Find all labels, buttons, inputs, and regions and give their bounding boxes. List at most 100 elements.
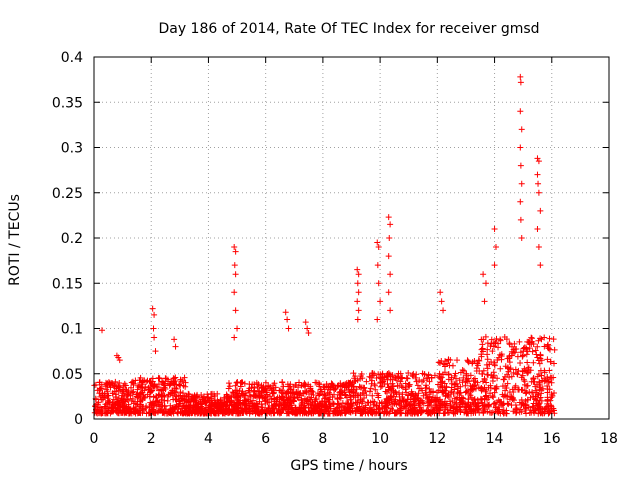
roti-point-background — [319, 399, 326, 406]
roti-point-background — [484, 351, 491, 358]
roti-point — [354, 266, 361, 273]
roti-point-background — [447, 404, 454, 411]
roti-point — [99, 327, 106, 334]
roti-point-background — [382, 388, 389, 395]
roti-point-background — [316, 383, 323, 390]
roti-point-background — [347, 397, 354, 404]
roti-point-background — [115, 410, 122, 417]
roti-point-background — [411, 410, 418, 417]
roti-point-background — [454, 357, 461, 364]
roti-point-background — [453, 400, 460, 407]
roti-point-background — [349, 408, 356, 415]
x-tick-label: 6 — [261, 431, 270, 447]
roti-point-background — [441, 401, 448, 408]
roti-point-background — [535, 337, 542, 344]
roti-point-background — [426, 385, 433, 392]
roti-point-background — [546, 409, 553, 416]
roti-point-background — [248, 384, 255, 391]
roti-point-background — [304, 400, 311, 407]
roti-point — [374, 239, 381, 246]
x-tick-label: 4 — [204, 431, 213, 447]
roti-point-background — [465, 375, 472, 382]
roti-point-background — [519, 353, 526, 360]
roti-point-background — [359, 409, 366, 416]
roti-point-background — [317, 386, 324, 393]
roti-point-background — [436, 359, 443, 366]
roti-point-background — [440, 371, 447, 378]
roti-point-background — [537, 404, 544, 411]
roti-point-background — [373, 374, 380, 381]
roti-point-background — [548, 374, 555, 381]
roti-point-background — [136, 383, 143, 390]
roti-point-background — [324, 396, 331, 403]
roti-point-background — [320, 409, 327, 416]
roti-point — [517, 79, 524, 86]
roti-point-background — [295, 394, 302, 401]
roti-point — [517, 198, 524, 205]
roti-point-background — [306, 391, 313, 398]
roti-point — [517, 108, 524, 115]
roti-point — [385, 253, 392, 260]
roti-point-background — [290, 389, 297, 396]
roti-point-background — [119, 399, 126, 406]
roti-point-background — [419, 387, 426, 394]
roti-point-background — [441, 398, 448, 405]
roti-point-background — [216, 405, 223, 412]
roti-point-background — [287, 400, 294, 407]
roti-point-background — [179, 390, 186, 397]
roti-point-background — [111, 403, 118, 410]
roti-point-background — [485, 371, 492, 378]
roti-point-background — [160, 408, 167, 415]
roti-point-background — [127, 392, 134, 399]
roti-point-background — [509, 343, 516, 350]
roti-point-background — [469, 385, 476, 392]
roti-point-background — [529, 348, 536, 355]
roti-point-background — [385, 370, 392, 377]
roti-point — [518, 180, 525, 187]
roti-point-background — [548, 379, 555, 386]
x-tick-label: 12 — [428, 431, 446, 447]
roti-point-background — [482, 388, 489, 395]
roti-point-background — [129, 389, 136, 396]
roti-point-background — [464, 409, 471, 416]
roti-point-background — [510, 369, 517, 376]
roti-point-background — [175, 381, 182, 388]
roti-point — [354, 280, 361, 287]
roti-point-background — [387, 386, 394, 393]
roti-point-background — [152, 398, 159, 405]
roti-point-background — [121, 405, 128, 412]
roti-point — [535, 244, 542, 251]
roti-point-background — [366, 388, 373, 395]
roti-point-background — [428, 398, 435, 405]
y-tick-label: 0.4 — [61, 50, 83, 66]
roti-point — [518, 235, 525, 241]
roti-point-background — [541, 343, 548, 350]
roti-point-background — [542, 405, 549, 412]
roti-point-background — [246, 392, 253, 399]
roti-point — [377, 298, 384, 305]
roti-point-background — [442, 392, 449, 399]
roti-point-background — [524, 359, 531, 366]
roti-point-background — [266, 393, 273, 400]
roti-point-background — [181, 409, 188, 416]
roti-point-background — [419, 399, 426, 406]
roti-point-background — [264, 399, 271, 406]
roti-point-background — [487, 390, 494, 397]
roti-point-background — [117, 384, 124, 391]
roti-point-background — [308, 394, 315, 401]
roti-point-background — [350, 384, 357, 391]
y-tick-label: 0.05 — [52, 367, 83, 383]
roti-point-background — [150, 393, 157, 400]
roti-point-background — [334, 404, 341, 411]
roti-point-background — [546, 335, 553, 342]
roti-point-background — [284, 410, 291, 417]
roti-point-background — [169, 387, 176, 394]
roti-point-background — [447, 357, 454, 364]
roti-point-background — [172, 389, 179, 396]
roti-point-background — [451, 386, 458, 393]
roti-point-background — [459, 398, 466, 405]
roti-point-background — [525, 404, 532, 411]
roti-point-background — [270, 410, 277, 417]
roti-point-background — [368, 380, 375, 387]
roti-point-background — [285, 389, 292, 396]
